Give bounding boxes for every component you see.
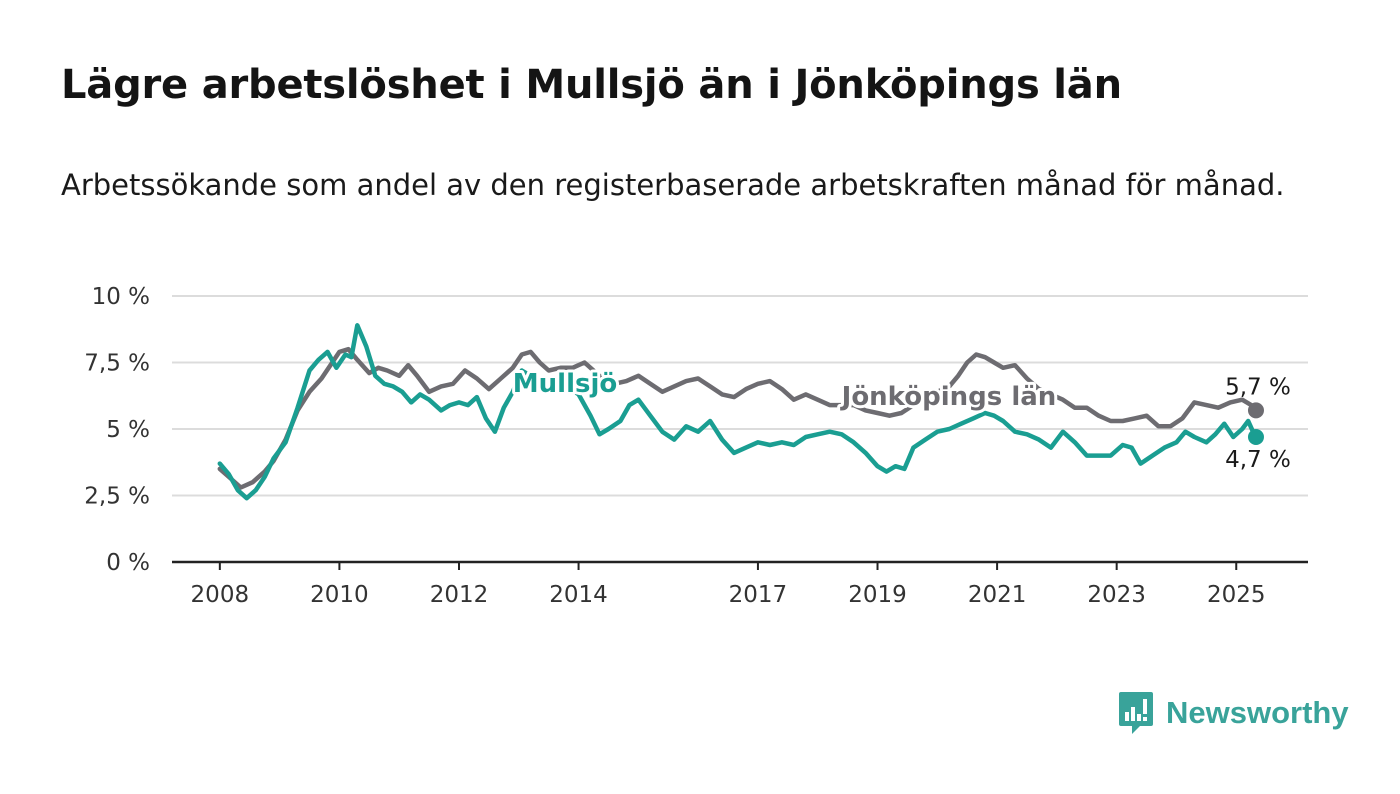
brand-name: Newsworthy: [1166, 695, 1349, 730]
chart-subtitle: Arbetssökande som andel av den registerb…: [61, 168, 1285, 202]
end-point-mullsjo: [1247, 428, 1264, 445]
series-lines: [217, 323, 1264, 501]
x-tick-label: 2019: [848, 582, 907, 608]
end-value-label-mullsjo: 4,7 %: [1225, 447, 1291, 473]
x-tick-label: 2010: [310, 582, 369, 608]
line-chart: 0 % 2,5 % 5 % 7,5 % 10 % 2008 2010 2012 2014 201…: [84, 284, 1308, 608]
x-tick-label: 2021: [968, 582, 1027, 608]
logo-chart-icon: [1119, 692, 1153, 734]
series-line-jonkopings-lan: [217, 346, 1259, 490]
x-tick-label: 2023: [1087, 582, 1146, 608]
series-line-mullsjo: [217, 323, 1259, 501]
series-labels: Jönköpings län Mullsjö 5,7 % 4,7 %: [510, 366, 1291, 473]
newsworthy-logo: Newsworthy: [1118, 690, 1349, 736]
y-tick-label: 7,5 %: [84, 351, 150, 377]
y-tick-label: 2,5 %: [84, 484, 150, 510]
x-tick-label: 2025: [1207, 582, 1266, 608]
y-axis-ticks: 0 % 2,5 % 5 % 7,5 % 10 %: [84, 284, 150, 576]
x-tick-label: 2017: [729, 582, 788, 608]
y-tick-label: 0 %: [106, 550, 150, 576]
x-tick-label: 2012: [430, 582, 489, 608]
y-tick-label: 5 %: [106, 417, 150, 443]
x-tick-label: 2014: [549, 582, 608, 608]
y-tick-label: 10 %: [92, 284, 150, 310]
series-label-mullsjo: Mullsjö: [513, 369, 617, 399]
gridlines: [172, 295, 1308, 564]
series-label-jonkopings-lan: Jönköpings län: [840, 382, 1057, 412]
x-axis-ticks: 2008 2010 2012 2014 2017 2019 2021 2023 2025: [191, 562, 1266, 608]
chart-title: Lägre arbetslöshet i Mullsjö än i Jönköp…: [61, 62, 1122, 108]
x-tick-label: 2008: [191, 582, 250, 608]
end-point-jonkopings-lan: [1247, 402, 1264, 419]
end-value-label-jonkopings-lan: 5,7 %: [1225, 374, 1291, 400]
